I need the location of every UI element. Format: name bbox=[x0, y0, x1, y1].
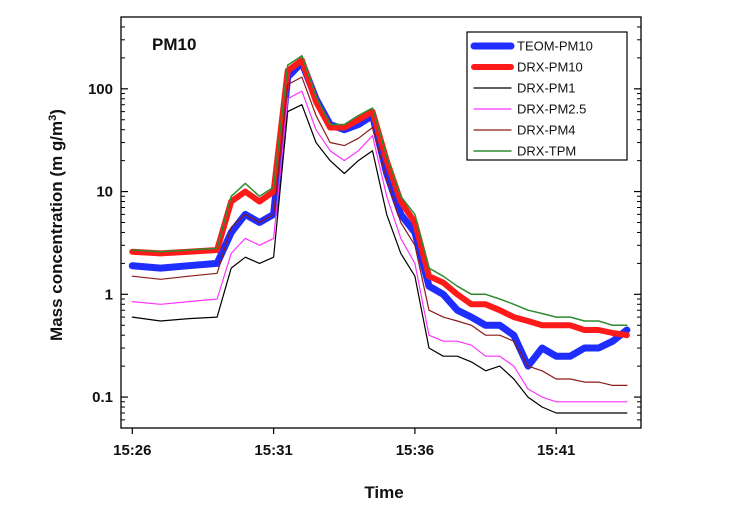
legend: TEOM-PM10 DRX-PM10 DRX-PM1 DRX-PM2.5 DRX-PM4… bbox=[466, 31, 628, 161]
y-tick-label: 10 bbox=[96, 184, 113, 201]
y-axis-title-main: Mass concentration (m g/m bbox=[47, 121, 66, 341]
series-line-drx-pm1 bbox=[131, 104, 628, 414]
series-line-drx-pm4 bbox=[131, 76, 628, 386]
y-axis-title: Mass concentration (m g/m3) bbox=[47, 109, 66, 341]
series-line-drx-pm2-5 bbox=[131, 90, 628, 403]
y-tick-label: 0.1 bbox=[92, 389, 113, 406]
x-tick-label: 15:41 bbox=[537, 442, 575, 459]
legend-label: TEOM-PM10 bbox=[517, 39, 593, 54]
legend-label: DRX-TPM bbox=[517, 144, 576, 159]
x-tick-label: 15:36 bbox=[396, 442, 434, 459]
x-axis-title: Time bbox=[364, 483, 403, 502]
x-tick-label: 15:26 bbox=[113, 442, 151, 459]
axis-layer: 15:26 15:31 15:36 15:41 0.1 1 10 100 bbox=[88, 26, 641, 459]
x-tick-label: 15:31 bbox=[254, 442, 292, 459]
series-layer bbox=[128, 54, 631, 414]
legend-box bbox=[466, 31, 628, 161]
y-axis-title-superscript: 3 bbox=[47, 115, 59, 121]
y-axis-title-close: ) bbox=[47, 109, 66, 115]
series-line-drx-tpm bbox=[131, 54, 628, 327]
legend-label: DRX-PM10 bbox=[517, 60, 583, 75]
panel-title: PM10 bbox=[152, 35, 196, 54]
y-tick-label: 100 bbox=[88, 81, 113, 98]
series-line-drx-pm10 bbox=[129, 57, 630, 339]
y-tick-label: 1 bbox=[105, 286, 113, 303]
legend-label: DRX-PM1 bbox=[517, 81, 576, 96]
legend-label: DRX-PM2.5 bbox=[517, 102, 586, 117]
legend-label: DRX-PM4 bbox=[517, 123, 576, 138]
